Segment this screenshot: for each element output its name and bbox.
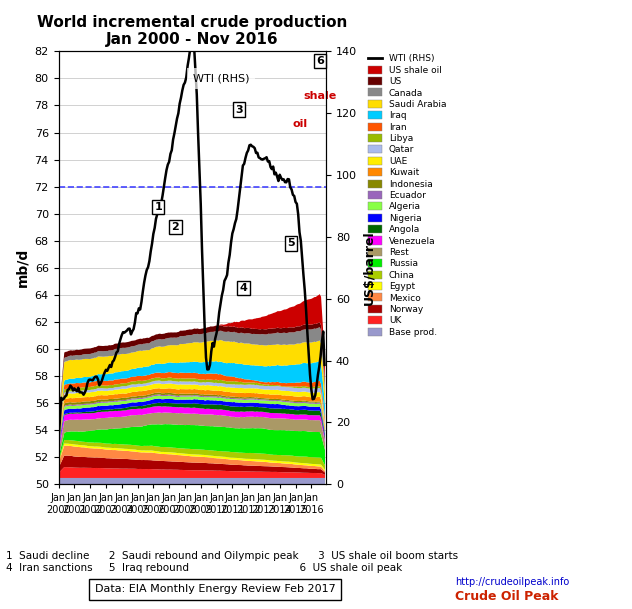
Text: http://crudeoilpeak.info: http://crudeoilpeak.info	[455, 577, 569, 586]
Text: 3: 3	[235, 105, 243, 114]
Text: 2: 2	[171, 222, 179, 232]
Legend: WTI (RHS), US shale oil, US, Canada, Saudi Arabia, Iraq, Iran, Libya, Qatar, UAE: WTI (RHS), US shale oil, US, Canada, Sau…	[365, 52, 449, 339]
Y-axis label: mb/d: mb/d	[15, 248, 29, 287]
Y-axis label: US$/barrel: US$/barrel	[363, 230, 375, 305]
Text: 4: 4	[240, 283, 247, 293]
Title: World incremental crude production
Jan 2000 - Nov 2016: World incremental crude production Jan 2…	[37, 15, 348, 48]
Text: 5: 5	[287, 239, 295, 248]
Text: 1  Saudi decline      2  Saudi rebound and Oilympic peak      3  US shale oil bo: 1 Saudi decline 2 Saudi rebound and Oily…	[6, 551, 458, 572]
Text: 1: 1	[154, 202, 162, 212]
Text: shale: shale	[303, 91, 337, 100]
Text: 6: 6	[316, 56, 324, 66]
Text: oil: oil	[293, 119, 308, 129]
Text: WTI (RHS): WTI (RHS)	[193, 73, 250, 83]
Text: Crude Oil Peak: Crude Oil Peak	[455, 590, 559, 603]
Text: Data: EIA Monthly Energy Review Feb 2017: Data: EIA Monthly Energy Review Feb 2017	[95, 584, 335, 594]
